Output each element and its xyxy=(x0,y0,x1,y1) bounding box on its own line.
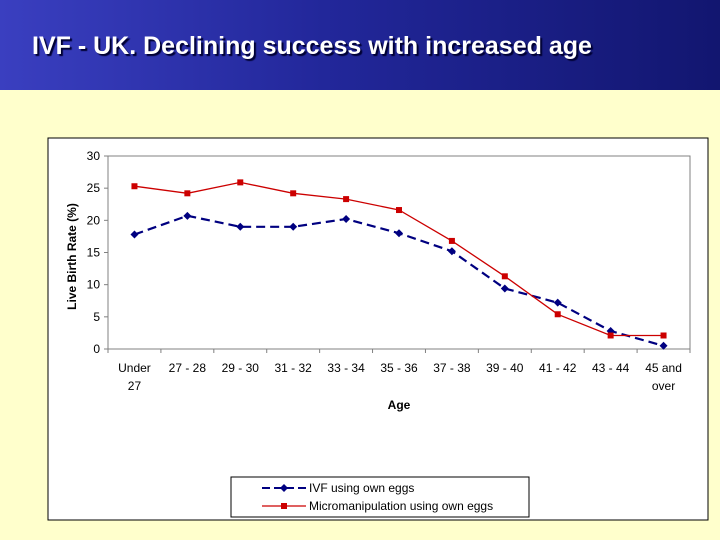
data-point xyxy=(553,298,562,307)
data-point xyxy=(236,222,245,231)
x-tick-label: 41 - 42 xyxy=(539,361,577,375)
legend-marker xyxy=(281,503,287,509)
data-point xyxy=(396,207,402,214)
legend-label: IVF using own eggs xyxy=(309,481,414,495)
data-point xyxy=(289,222,298,231)
x-tick-label: 27 - 28 xyxy=(169,361,207,375)
x-tick-label: 43 - 44 xyxy=(592,361,630,375)
title-banner xyxy=(0,0,720,90)
data-point xyxy=(342,215,351,224)
data-point xyxy=(447,247,456,256)
legend-label: Micromanipulation using own eggs xyxy=(309,499,493,513)
y-tick-label: 20 xyxy=(87,213,101,227)
legend xyxy=(230,476,530,518)
x-tick-label: 33 - 34 xyxy=(327,361,365,375)
slide-title: IVF - UK. Declining success with increas… xyxy=(32,32,592,60)
y-axis-title: Live Birth Rate (%) xyxy=(65,203,79,310)
data-point xyxy=(343,196,350,203)
data-point xyxy=(448,237,455,244)
data-point xyxy=(183,211,192,220)
x-axis-title: Age xyxy=(388,398,411,412)
x-tick-label: 29 - 30 xyxy=(222,361,260,375)
data-point xyxy=(501,273,508,280)
data-point xyxy=(184,190,191,197)
data-point xyxy=(290,190,297,197)
data-point xyxy=(131,183,138,190)
x-tick-label: 31 - 32 xyxy=(275,361,313,375)
x-tick-label: 35 - 36 xyxy=(380,361,418,375)
data-point xyxy=(130,230,139,239)
data-point xyxy=(607,332,614,339)
y-tick-label: 15 xyxy=(87,246,101,260)
y-tick-label: 0 xyxy=(93,342,100,356)
data-point xyxy=(660,332,667,339)
y-tick-label: 5 xyxy=(93,310,100,324)
x-tick-label: 45 and over xyxy=(645,361,682,393)
data-point xyxy=(395,229,403,238)
legend-marker xyxy=(280,484,288,492)
data-point xyxy=(659,341,668,350)
data-point xyxy=(237,179,244,186)
x-tick-label: Under 27 xyxy=(118,361,151,393)
x-tick-label: 37 - 38 xyxy=(433,361,471,375)
plot-area xyxy=(107,155,691,350)
y-tick-label: 25 xyxy=(87,181,101,195)
x-tick-label: 39 - 40 xyxy=(486,361,524,375)
data-point xyxy=(500,284,509,293)
data-point xyxy=(554,311,561,318)
y-tick-label: 30 xyxy=(87,149,101,163)
y-tick-label: 10 xyxy=(87,278,101,292)
